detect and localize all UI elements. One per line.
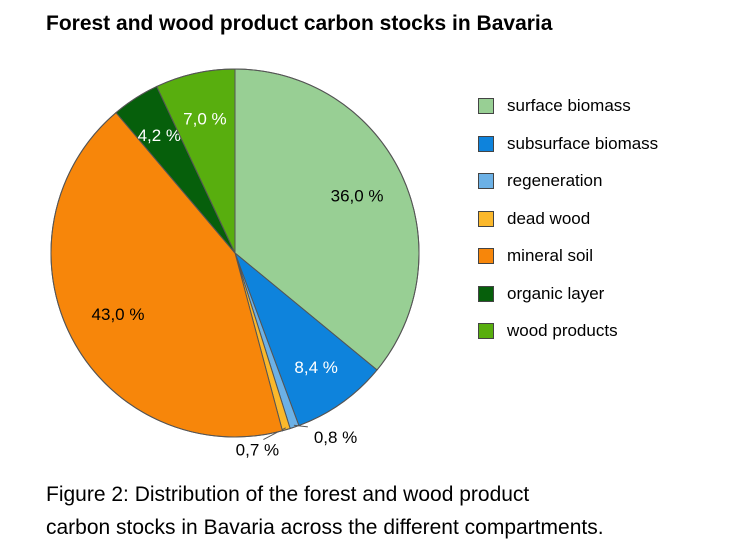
data-label: 7,0 % [183,109,226,128]
legend-label: wood products [507,321,618,340]
data-label: 36,0 % [331,186,384,205]
legend-swatch [478,135,494,152]
leader-line [293,424,308,428]
legend-label: regeneration [507,171,603,190]
legend-label: subsurface biomass [507,133,659,153]
legend-swatch [478,323,494,339]
legend-label: mineral soil [507,246,593,265]
chart-title: Forest and wood product carbon stocks in… [46,12,553,35]
data-label: 4,2 % [138,126,181,145]
legend-label: surface biomass [507,96,631,115]
data-label: 0,8 % [314,428,357,447]
caption-line: Figure 2: Distribution of the forest and… [46,483,530,506]
legend-swatch [478,210,494,227]
legend-swatch [478,248,494,264]
caption-line: carbon stocks in Bavaria across the diff… [46,516,604,539]
data-label: 8,4 % [294,358,337,377]
legend-label: dead wood [507,208,591,228]
legend-swatch [478,285,494,302]
legend-label: organic layer [507,283,605,303]
data-label: 0,7 % [236,441,279,460]
legend-swatch [478,98,494,114]
legend-swatch [478,173,494,189]
figure-caption: Figure 2: Distribution of the forest and… [46,478,746,544]
data-label: 43,0 % [92,305,145,324]
pie-outline [50,68,420,438]
